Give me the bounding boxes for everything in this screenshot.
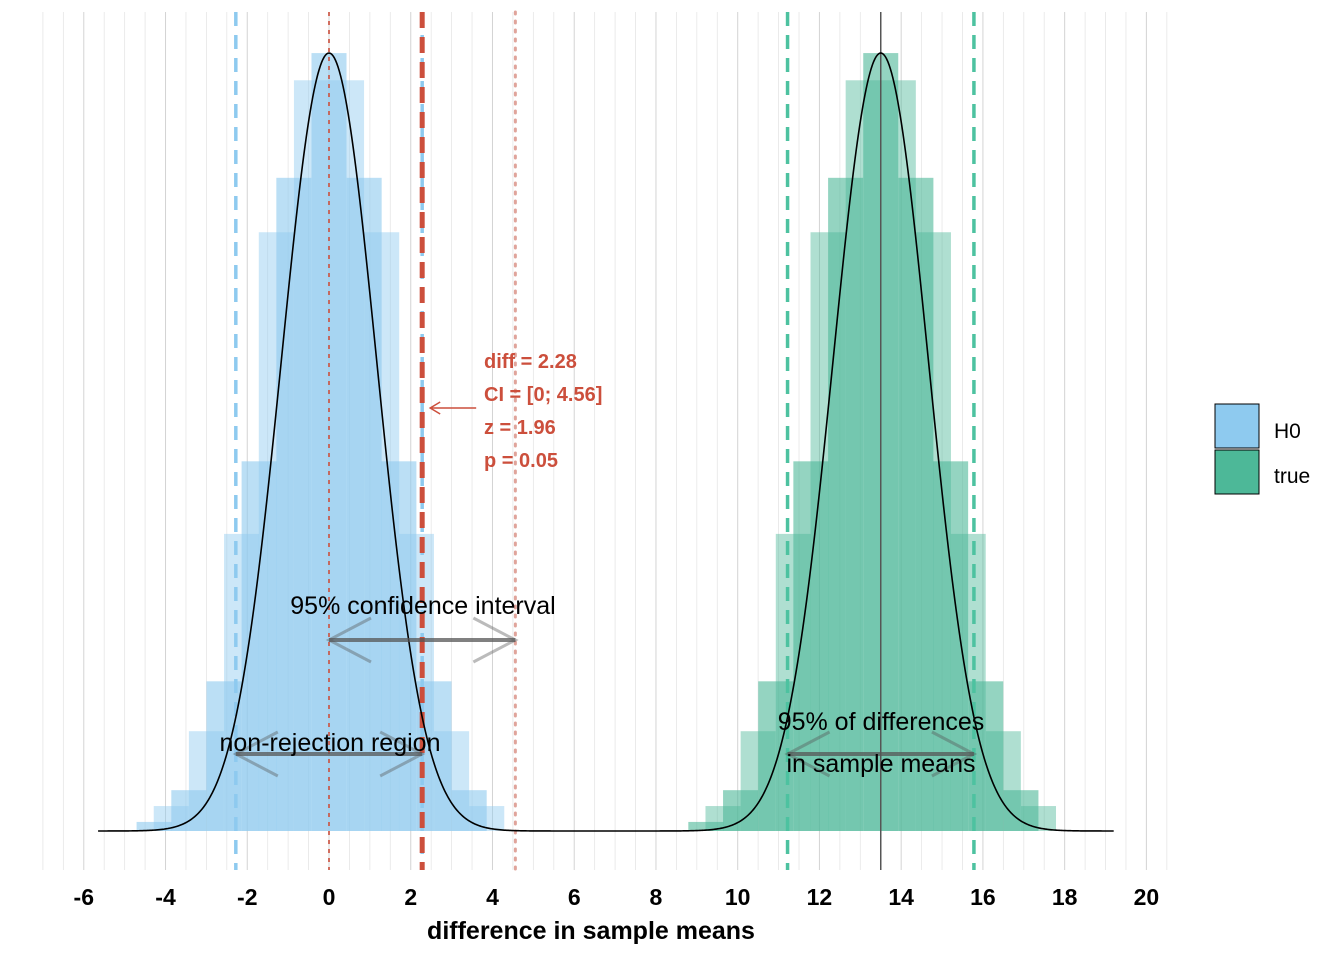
x-tick-label: 12 bbox=[807, 884, 833, 910]
histogram-bar-true bbox=[933, 461, 969, 831]
legend-label-true: true bbox=[1274, 465, 1310, 488]
annotations: 95% confidence interval non-rejection re… bbox=[220, 351, 985, 778]
differences-arrow-head-right bbox=[931, 730, 978, 778]
x-tick-label: -2 bbox=[237, 884, 257, 910]
x-tick-label: -4 bbox=[155, 884, 176, 910]
legend-key-true bbox=[1214, 449, 1260, 495]
stat-ci: CI = [0; 4.56] bbox=[484, 384, 602, 406]
histogram-bar-h0 bbox=[241, 461, 277, 831]
histogram-bar-h0 bbox=[381, 461, 417, 831]
histogram-bar-h0 bbox=[136, 821, 172, 831]
histogram-bar-h0 bbox=[346, 177, 382, 832]
x-tick-label: 0 bbox=[323, 884, 336, 910]
legend: H0 true bbox=[1214, 403, 1310, 495]
reference-lines bbox=[234, 10, 976, 872]
histogram-bar-h0 bbox=[276, 177, 312, 832]
histogram-bar-true bbox=[793, 461, 829, 831]
non-rejection-arrow-head-right bbox=[379, 730, 426, 778]
legend-key-h0 bbox=[1214, 403, 1260, 449]
density-curves bbox=[98, 52, 1114, 832]
x-axis: difference in sample means -6 -4 -2 0 2 4 6 8 10… bbox=[74, 884, 1160, 945]
differences-label-line1: 95% of differences bbox=[778, 708, 985, 736]
x-tick-label: 20 bbox=[1134, 884, 1160, 910]
confidence-interval-arrow-head-right bbox=[472, 616, 519, 664]
differences-arrow-head-left bbox=[784, 730, 831, 778]
confidence-interval-label: 95% confidence interval bbox=[290, 592, 555, 620]
density-curve bbox=[98, 52, 1114, 832]
pointer-arrow-head bbox=[428, 401, 441, 415]
x-tick-label: 18 bbox=[1052, 884, 1078, 910]
x-tick-label: 8 bbox=[650, 884, 663, 910]
differences-label-line2: in sample means bbox=[787, 750, 976, 778]
x-tick-label: 6 bbox=[568, 884, 581, 910]
x-tick-label: 10 bbox=[725, 884, 751, 910]
histogram-bar-true bbox=[828, 177, 864, 832]
x-tick-label: 4 bbox=[486, 884, 499, 910]
non-rejection-label: non-rejection region bbox=[220, 729, 441, 757]
x-axis-title: difference in sample means bbox=[427, 917, 755, 945]
histogram-bar-true bbox=[688, 821, 724, 831]
stat-diff: diff = 2.28 bbox=[484, 351, 577, 373]
histogram-bar-true bbox=[898, 177, 934, 832]
x-tick-label: 14 bbox=[888, 884, 914, 910]
confidence-interval-arrow-head-left bbox=[325, 616, 372, 664]
x-tick-label: 16 bbox=[970, 884, 996, 910]
x-tick-label: 2 bbox=[404, 884, 417, 910]
stat-p: p = 0.05 bbox=[484, 450, 558, 472]
histogram-bar-h0 bbox=[311, 53, 347, 832]
interval-arrows bbox=[232, 401, 978, 778]
x-tick-label: -6 bbox=[74, 884, 94, 910]
legend-label-h0: H0 bbox=[1274, 420, 1301, 443]
non-rejection-arrow-head-left bbox=[232, 730, 279, 778]
stat-z: z = 1.96 bbox=[484, 417, 556, 439]
